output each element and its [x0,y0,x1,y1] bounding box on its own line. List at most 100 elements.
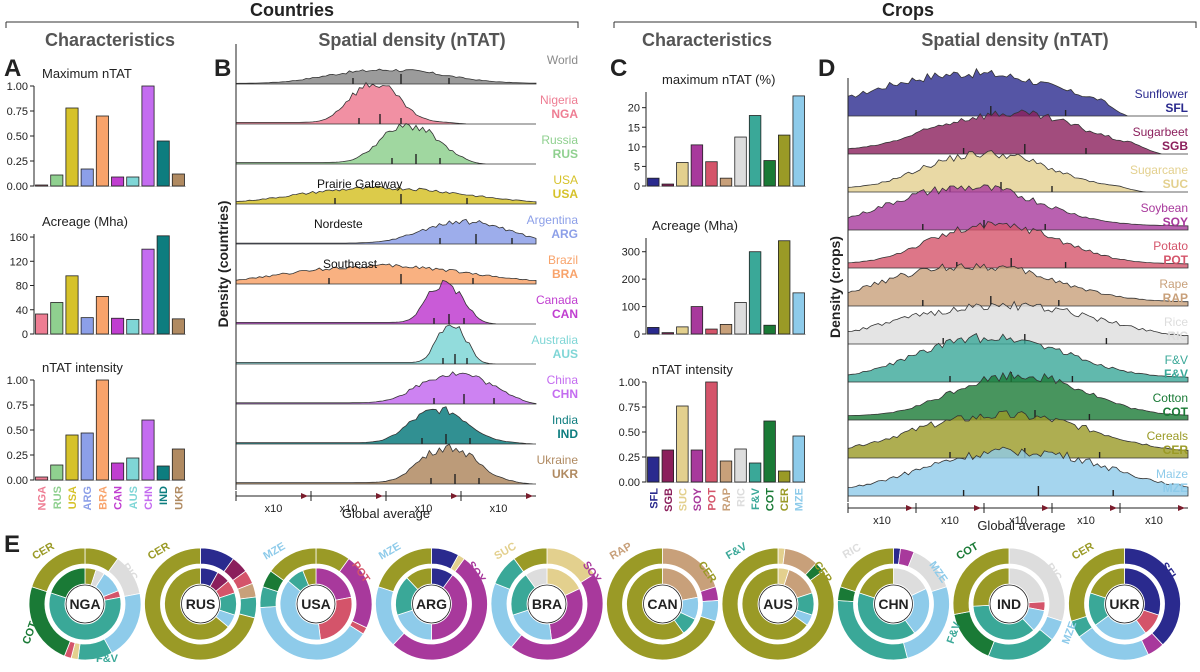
x-tick-label: F&V [750,487,762,510]
density-soy [847,184,1189,231]
bar-mze [792,292,805,335]
bar-chart-a2: Acreage (Mha) 0 40 80 120 160 [10,214,186,341]
x-arrow [526,493,533,499]
donut-center [412,584,451,624]
panel-letter-c: C [610,55,627,82]
density-pot [847,221,1189,269]
bar-pot [705,381,718,483]
series-name-label: Cereals [1147,429,1188,443]
bar-cot [763,324,776,335]
donut-segment-soy [392,558,488,661]
series-code-label: USA [553,187,579,201]
series-name-label: Australia [531,333,578,347]
bar-suc [676,162,689,187]
donut-country-label: CHN [878,596,908,612]
bar-mze [792,435,805,483]
bar-rap [719,460,733,483]
donut-crop-label: F&V [96,653,119,665]
donut-segment-cer [741,567,808,641]
series-code-label: CAN [552,307,578,321]
x-tick-label: UKR [173,486,185,510]
x-tick-label: SOY [692,487,704,511]
panel-letter-a: A [4,55,21,82]
x-tick-label: USA [67,486,79,509]
density-suc [847,150,1188,193]
bar-ind [156,140,170,187]
y-tick-label: 40 [16,305,28,317]
x-tick-label: POT [706,488,718,511]
series-name-label: World [547,53,578,67]
donut-segment-cer [972,567,1010,607]
donut-country-label: UKR [1109,596,1139,612]
series-code-label: AUS [553,347,578,361]
y-tick-label: 0.00 [7,181,28,193]
series-code-label: ARG [551,227,578,241]
section-title-countries: Countries [250,0,334,20]
bar-chart-a1: Maximum nTAT 0.00 0.25 0.50 0.75 1.00 [7,66,186,193]
bar-sgb [661,183,674,187]
density-bra [235,263,537,285]
bar-chn [141,419,155,481]
bar-pot [705,328,718,335]
bar-bra [95,379,109,481]
x-tick-label: SUC [677,488,689,511]
donut-segment-cot [50,567,86,599]
bar-rus [50,174,64,187]
bar-fv [748,251,762,335]
bar-chart-title: Acreage (Mha) [652,218,738,233]
donut-segment-cer [858,567,894,599]
donut-segment-fv [48,592,122,641]
donut-segment-cer [377,547,432,593]
series-name-label: Sugarbeet [1133,125,1189,139]
series-name-label: Brazil [548,253,578,267]
section-bracket-crops [613,21,1197,28]
bar-rus [50,464,64,481]
y-tick-label: 100 [622,302,640,314]
donut-segment-cer [1089,567,1125,599]
donut-center [758,584,798,624]
density-arg [235,218,537,245]
x-tick-label: IND [158,486,170,505]
bar-cot [763,420,776,483]
bar-fv [748,462,762,483]
donut-country-label: CAN [647,596,677,612]
series-name-label: India [552,413,578,427]
bar-soy [690,449,704,483]
bar-chart-c2: Acreage (Mha) 0 100 200 300 [622,218,806,341]
y-tick-label: 0.25 [7,156,28,168]
density-chn [235,371,537,405]
x-tick-label: x10 [873,515,891,527]
x-tick-label: CHN [143,486,155,510]
bar-chart-title: nTAT intensity [42,360,123,375]
x-arrow [1042,505,1049,511]
density-nga [235,81,536,125]
y-tick-label: 15 [628,122,640,134]
bar-nga [35,313,49,335]
donut-country-label: AUS [763,596,793,612]
series-code-label: UKR [552,467,578,481]
x-tick-label: CAN [113,486,125,510]
panel-letter-e: E [4,531,20,558]
x-tick-label: SFL [648,488,660,509]
y-tick-label: 5 [634,161,640,173]
x-tick-label: CER [779,488,791,511]
donut-segment-cer [1068,547,1125,622]
bar-nga [35,476,49,481]
series-name-label: Sunflower [1135,87,1188,101]
x-tick-label: x10 [941,515,959,527]
x-tick-label: x10 [415,503,433,515]
series-name-label: Canada [536,293,578,307]
x-tick-label: x10 [1145,515,1163,527]
bar-ric [734,302,747,335]
series-code-label: RUS [553,147,578,161]
series-name-label: USA [553,173,578,187]
series-code-label: POT [1163,253,1188,267]
donut-country-label: USA [301,596,331,612]
density-world [235,68,537,85]
y-tick-label: 0 [634,329,640,341]
donut-segment-cer [302,567,317,586]
